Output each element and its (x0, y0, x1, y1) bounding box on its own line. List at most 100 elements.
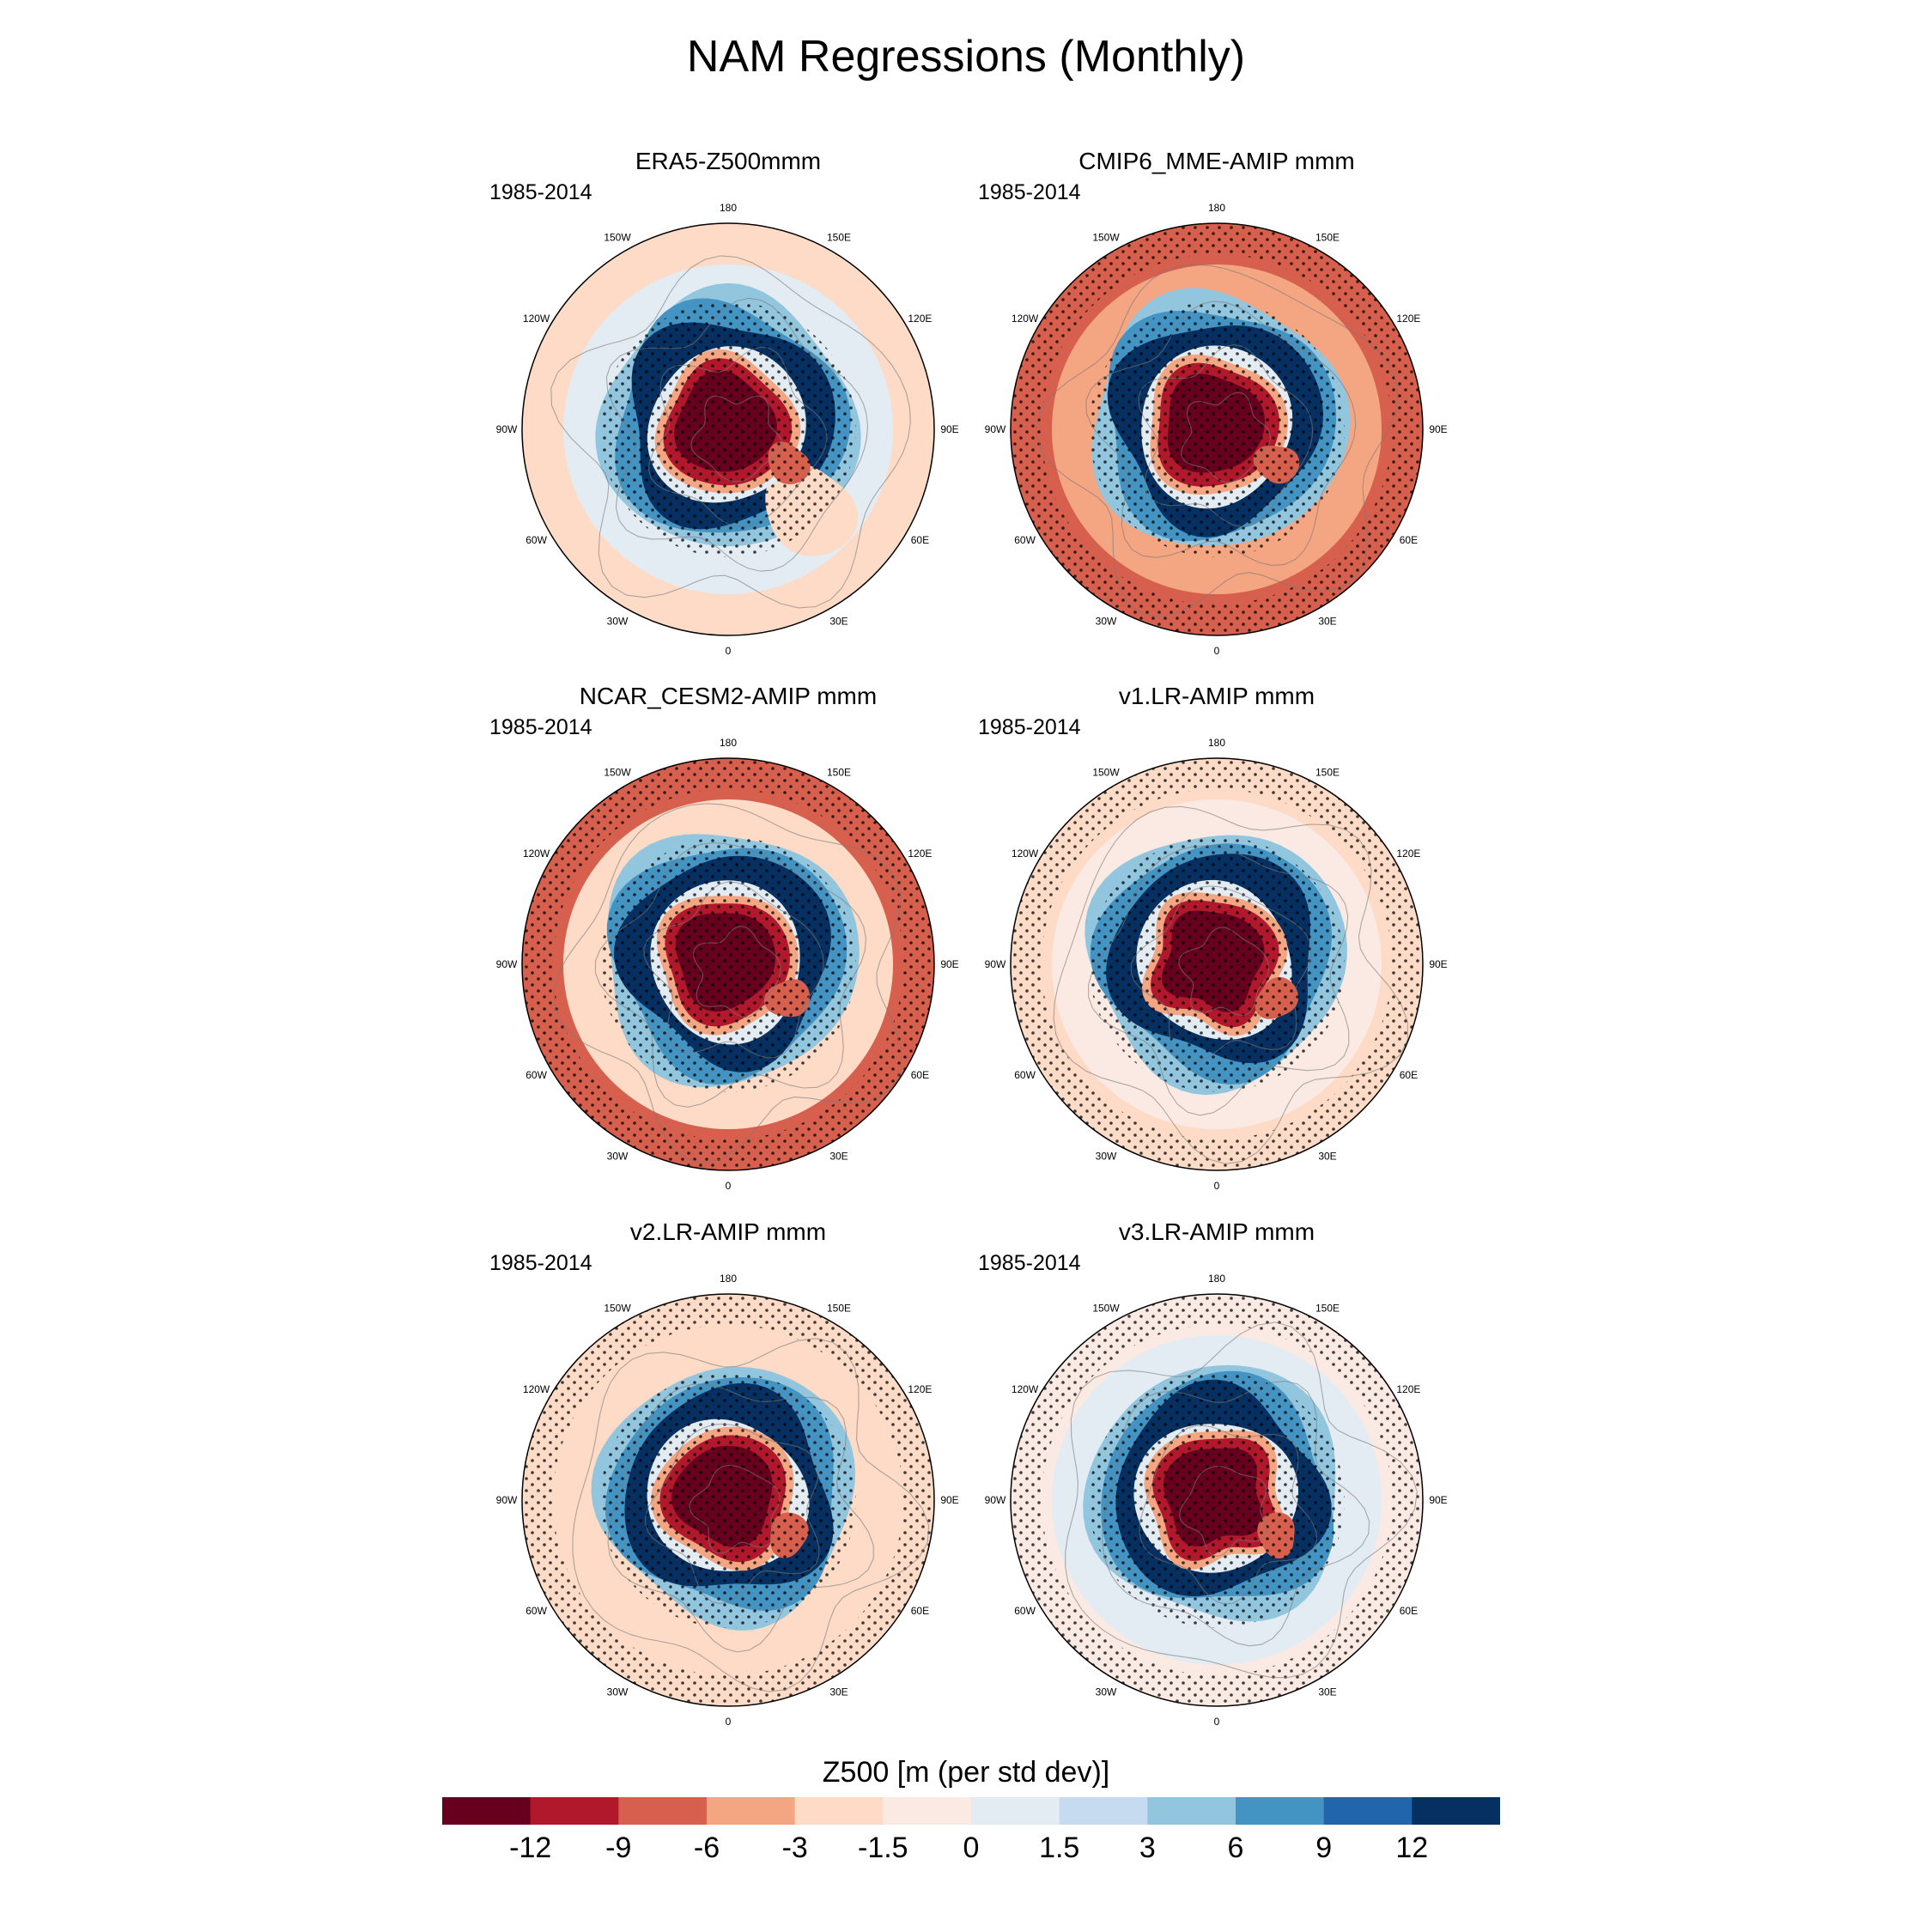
longitude-label: 120W (523, 313, 550, 325)
longitude-label: 150W (604, 767, 631, 779)
coastline (689, 1464, 781, 1554)
stippling-inner (1089, 301, 1345, 557)
longitude-label: 60W (1014, 1069, 1036, 1081)
longitude-label: 0 (726, 1716, 732, 1728)
colorbar-swatch (442, 1797, 532, 1825)
panel-period: 1985-2014 (978, 715, 1081, 739)
panel-title: CMIP6_MME-AMIP mmm (1078, 148, 1355, 174)
longitude-label: 120W (1012, 1383, 1039, 1395)
longitude-label: 150W (1092, 232, 1120, 244)
coastline (1036, 264, 1399, 617)
panel-period: 1985-2014 (489, 1251, 592, 1275)
longitude-label: 180 (1208, 1273, 1225, 1285)
longitude-label: 120E (1396, 848, 1420, 860)
stippling-inner (600, 301, 856, 557)
coastline (594, 841, 867, 1108)
coastline (1181, 392, 1272, 483)
contour-field (1011, 758, 1423, 1170)
longitude-label: 60E (1400, 1605, 1418, 1617)
coastline (1053, 805, 1408, 1164)
colorbar-tick-label: -9 (605, 1832, 631, 1864)
longitude-label: 30W (607, 1150, 629, 1162)
coastline (1138, 344, 1314, 527)
longitude-label: 150W (604, 232, 631, 244)
colorbar-title: Z500 [m (per std dev)] (822, 1756, 1110, 1789)
colorbar: -12 -9 -6 -3 -1.5 0 1.5 3 6 9 12 (442, 1797, 1500, 1864)
map-panel-v3-lr: v3.LR-AMIP mmm 1985-2014 180 150E 120E 90E 6… (976, 1218, 1457, 1741)
panel-period: 1985-2014 (978, 1251, 1081, 1275)
stippling-inner (1089, 836, 1345, 1092)
longitude-label: 30E (1318, 1150, 1336, 1162)
coastline (1130, 885, 1312, 1063)
panel-period: 1985-2014 (489, 715, 592, 739)
contour-field (1011, 223, 1423, 635)
map-boundary (521, 1293, 935, 1707)
longitude-label: 30W (607, 615, 629, 627)
polar-map: 180 150E 120E 90E 60E 30E 0 30W 60W 90W 120W 150W (496, 202, 959, 657)
longitude-label: 180 (720, 202, 737, 214)
longitude-label: 60W (526, 534, 547, 546)
coastline (1102, 1380, 1370, 1647)
longitude-label: 150E (1315, 767, 1340, 779)
longitude-label: 30E (829, 1686, 848, 1698)
coastline (1085, 301, 1357, 566)
colorbar-swatch (794, 1797, 884, 1825)
colorbar-swatch (1059, 1797, 1148, 1825)
colorbar-tick-label: -1.5 (858, 1832, 908, 1864)
longitude-label: 150E (1315, 232, 1340, 244)
longitude-label: 150W (1092, 1303, 1120, 1315)
colorbar-swatch (707, 1797, 796, 1825)
longitude-label: 90E (1429, 958, 1447, 970)
coastline (1178, 927, 1270, 1017)
colorbar-swatch (1412, 1797, 1500, 1825)
longitude-label: 60E (911, 1605, 929, 1617)
colorbar-tick-label: 3 (1139, 1832, 1156, 1864)
longitude-label: 90E (1429, 423, 1447, 435)
longitude-label: 30E (1318, 615, 1336, 627)
longitude-label: 30W (607, 1686, 629, 1698)
longitude-label: 60W (526, 1069, 547, 1081)
longitude-label: 120E (908, 1383, 932, 1395)
longitude-label: 150E (827, 767, 851, 779)
longitude-label: 30W (1096, 1686, 1117, 1698)
coastline (572, 1338, 930, 1692)
colorbar-swatch (1323, 1797, 1413, 1825)
longitude-label: 30W (1096, 1150, 1117, 1162)
polar-map: 180 150E 120E 90E 60E 30E 0 30W 60W 90W 120W 150W (496, 737, 959, 1192)
longitude-label: 180 (1208, 737, 1225, 749)
longitude-label: 60E (911, 534, 929, 546)
stippling-inner (1089, 1372, 1345, 1628)
colorbar-tick-label: -3 (782, 1832, 808, 1864)
coastline (690, 395, 783, 483)
colorbar-tick-label: 6 (1228, 1832, 1244, 1864)
coastline (550, 255, 911, 609)
longitude-label: 180 (720, 737, 737, 749)
colorbar-tick-label: 0 (963, 1832, 980, 1864)
longitude-label: 60W (526, 1605, 547, 1617)
longitude-label: 120E (1396, 1383, 1420, 1395)
longitude-label: 120E (1396, 313, 1420, 325)
coastline (645, 1423, 820, 1605)
longitude-label: 90W (985, 958, 1006, 970)
longitude-label: 90W (496, 1494, 518, 1506)
longitude-label: 0 (1214, 1180, 1220, 1192)
contour-field (522, 758, 934, 1170)
panel-title: ERA5-Z500mmm (635, 148, 822, 174)
panel-title: NCAR_CESM2-AMIP mmm (579, 683, 878, 709)
map-panel-cmip6-mme: CMIP6_MME-AMIP mmm 1985-2014 180 150E 120E… (976, 148, 1457, 670)
coastline (607, 1383, 874, 1653)
figure-title: NAM Regressions (Monthly) (686, 32, 1246, 82)
colorbar-swatch (883, 1797, 972, 1825)
coastline (1179, 1466, 1267, 1557)
contour-field (1011, 1294, 1423, 1706)
panel-title: v1.LR-AMIP mmm (1118, 683, 1315, 709)
longitude-label: 180 (720, 1273, 737, 1285)
longitude-label: 120E (908, 848, 932, 860)
longitude-label: 0 (1214, 1716, 1220, 1728)
coastline (1139, 1425, 1317, 1605)
longitude-label: 90E (940, 423, 958, 435)
colorbar-swatch (618, 1797, 708, 1825)
longitude-label: 30E (829, 1150, 848, 1162)
longitude-label: 30E (829, 615, 848, 627)
longitude-label: 90E (940, 1494, 958, 1506)
